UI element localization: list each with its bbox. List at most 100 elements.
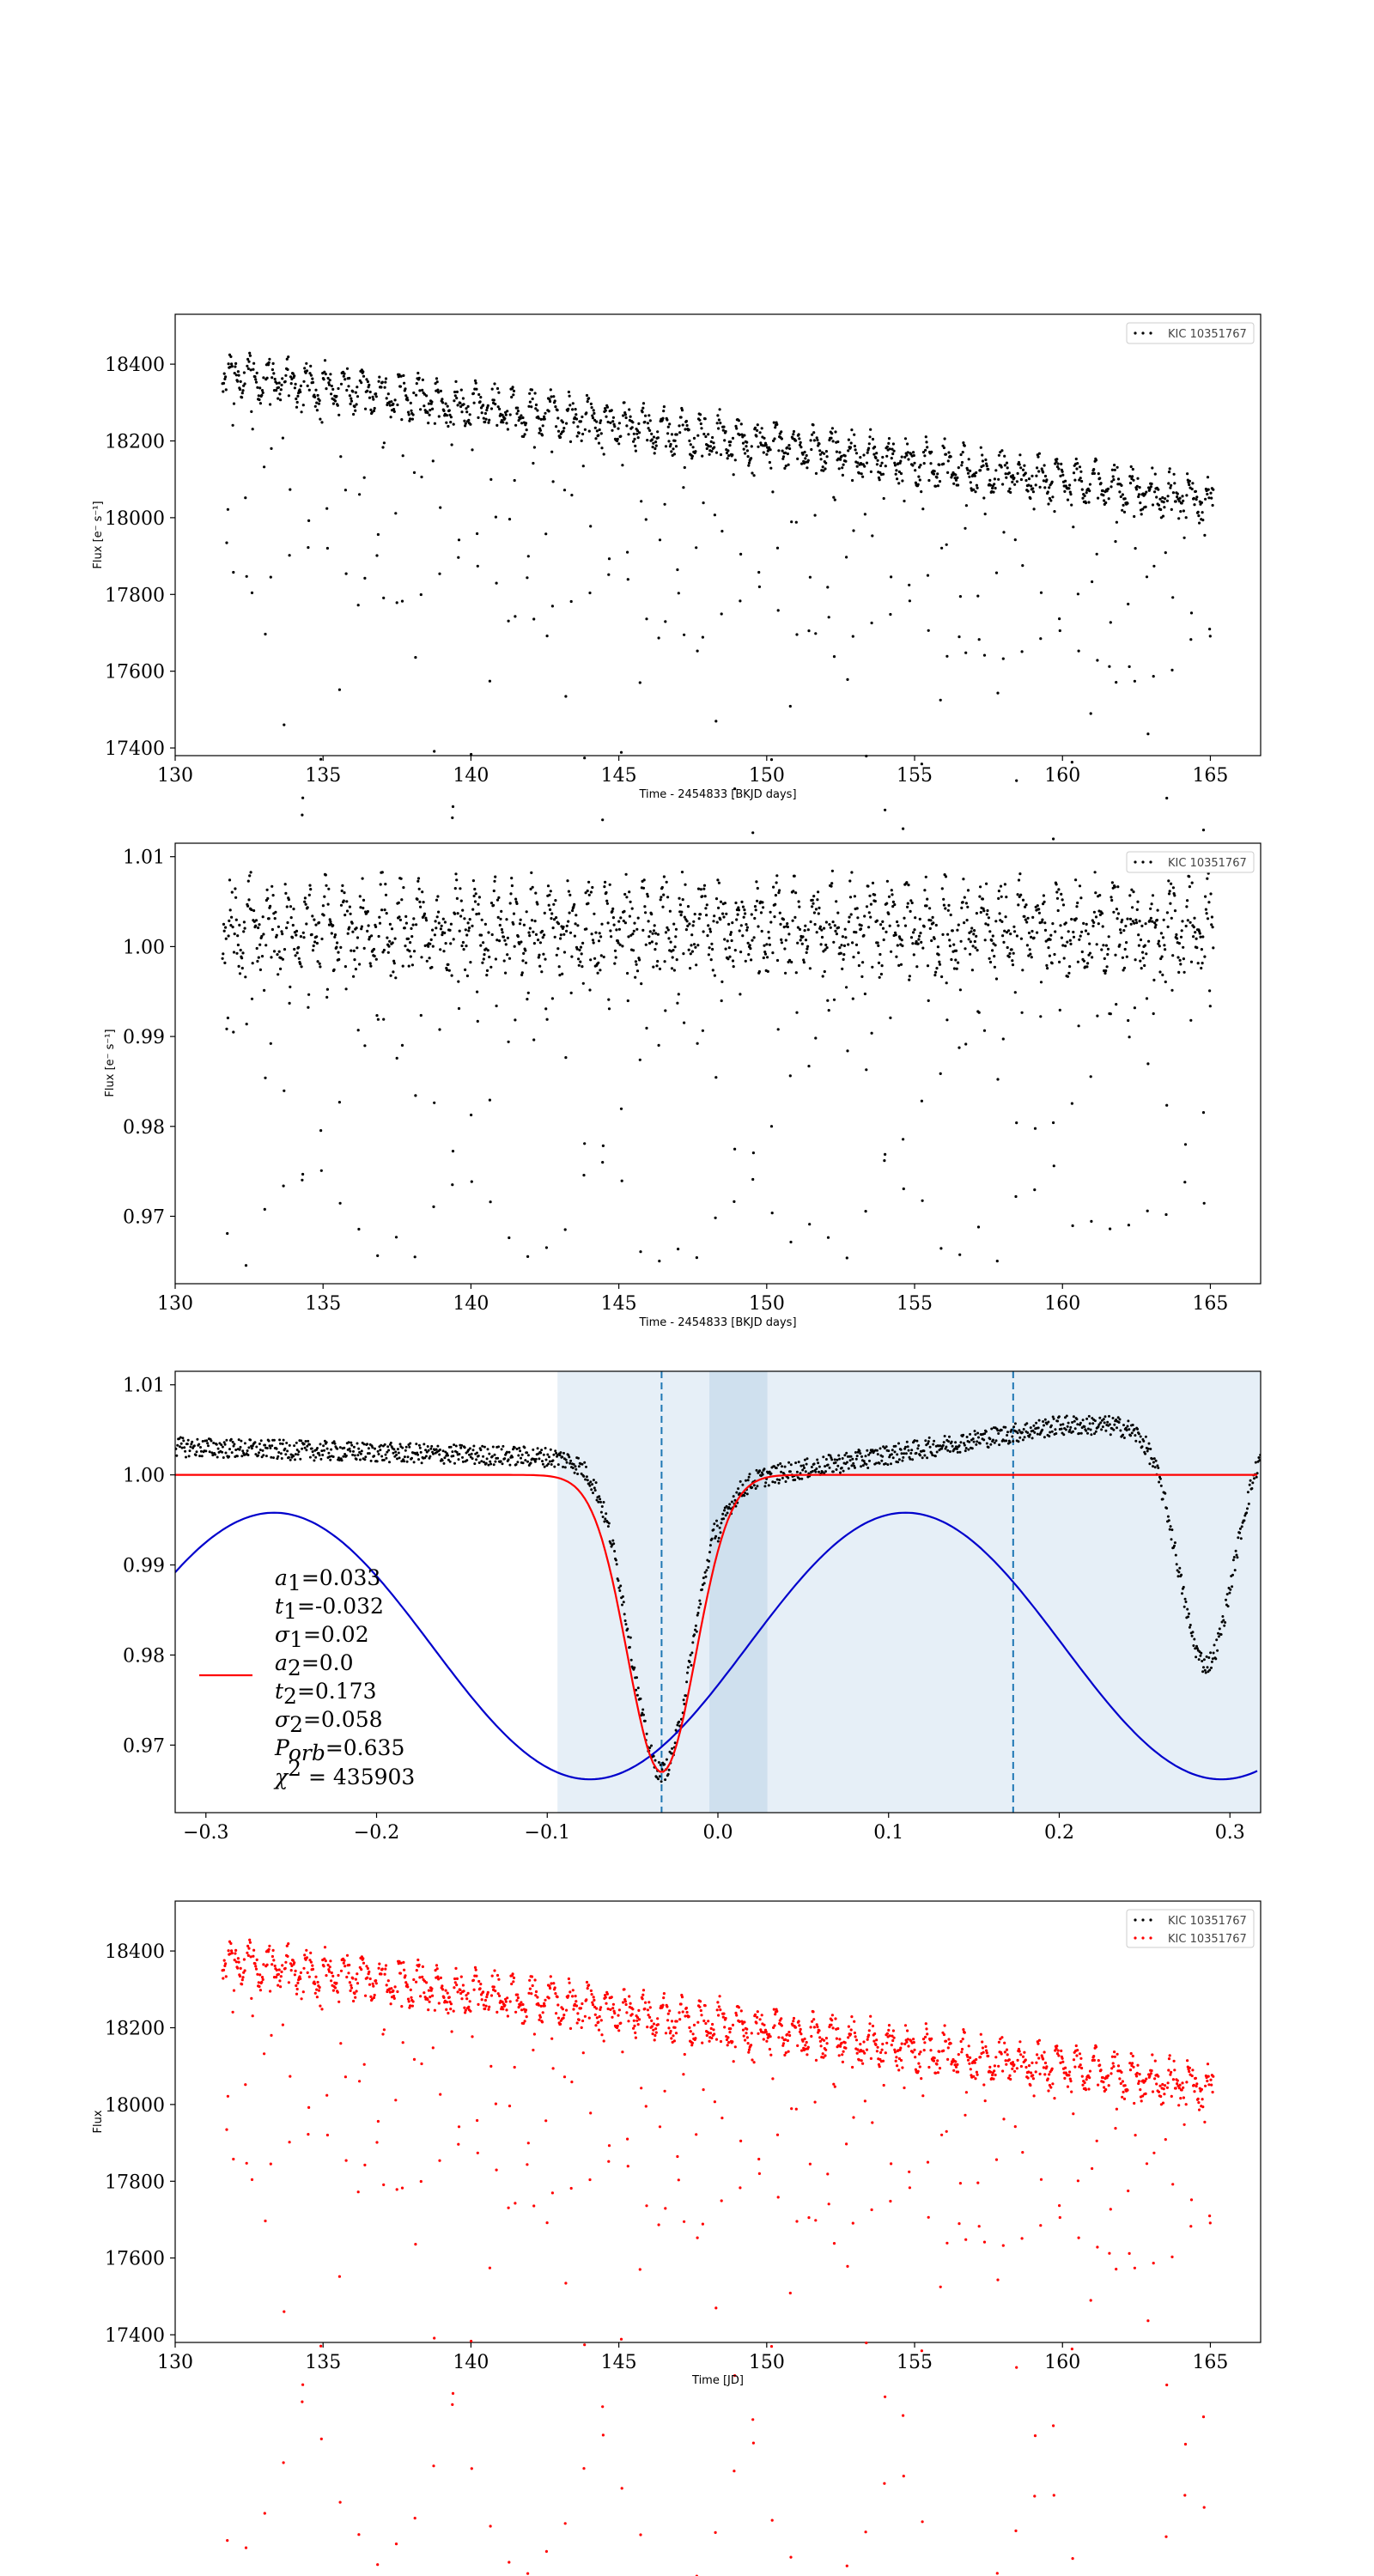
data-point	[1195, 498, 1198, 501]
data-point	[1204, 908, 1207, 911]
data-point	[222, 952, 225, 956]
data-point	[545, 635, 549, 638]
data-point	[1055, 883, 1058, 886]
data-point	[710, 942, 714, 945]
data-point	[258, 968, 262, 971]
data-point	[857, 963, 861, 968]
data-point	[941, 1443, 945, 1447]
data-point	[562, 1465, 565, 1468]
data-point	[594, 1481, 598, 1485]
data-point	[972, 488, 976, 491]
data-point	[973, 939, 976, 944]
data-point	[1140, 1445, 1144, 1449]
data-point	[906, 442, 909, 446]
data-point	[1043, 921, 1047, 925]
data-point	[784, 465, 787, 468]
data-point	[1128, 482, 1133, 485]
data-point	[392, 962, 396, 965]
data-point	[1028, 1433, 1031, 1437]
data-point	[271, 361, 275, 365]
data-point	[345, 900, 349, 903]
data-point	[199, 1449, 203, 1453]
data-point	[830, 432, 834, 435]
data-point	[294, 1458, 296, 1461]
data-point	[1085, 491, 1088, 495]
data-point	[325, 995, 329, 999]
data-point	[258, 1451, 260, 1455]
data-point	[781, 449, 784, 453]
data-point	[312, 1454, 315, 1457]
data-point	[586, 1479, 589, 1482]
data-point	[607, 557, 611, 561]
data-point	[631, 421, 635, 424]
data-point	[1154, 923, 1158, 927]
data-point	[923, 454, 927, 458]
data-point	[256, 959, 259, 963]
data-point	[508, 413, 512, 416]
data-point	[633, 1666, 636, 1669]
data-point	[908, 978, 911, 981]
data-point	[240, 1455, 244, 1458]
data-point	[277, 1455, 280, 1458]
legend-porb: Porb=0.635	[274, 1735, 404, 1765]
data-point	[534, 403, 538, 407]
data-point	[1099, 482, 1103, 485]
data-point	[654, 942, 658, 945]
data-point	[1079, 1421, 1082, 1425]
data-point	[800, 1477, 804, 1480]
data-point	[708, 1551, 711, 1554]
data-point	[879, 972, 883, 976]
data-point	[488, 1098, 492, 1102]
data-point	[291, 936, 295, 939]
data-point	[453, 394, 457, 398]
data-point	[1113, 1423, 1116, 1426]
data-point	[752, 474, 756, 477]
data-point	[621, 1595, 624, 1598]
data-point	[254, 924, 258, 927]
data-point	[437, 910, 441, 914]
data-point	[671, 1747, 674, 1750]
data-point	[543, 911, 546, 914]
data-point	[761, 901, 764, 904]
data-point	[518, 1446, 521, 1449]
data-point	[1122, 1424, 1125, 1427]
data-point	[300, 410, 303, 414]
data-point	[1189, 920, 1192, 924]
data-point	[526, 1460, 529, 1463]
data-point	[562, 925, 565, 929]
data-point	[1016, 893, 1019, 896]
data-point	[646, 892, 649, 896]
data-point	[945, 1445, 948, 1449]
data-point	[344, 965, 347, 969]
data-point	[511, 1455, 514, 1459]
data-point	[741, 441, 745, 445]
data-point	[771, 1480, 775, 1484]
data-point	[1217, 1631, 1219, 1635]
data-point	[1103, 957, 1106, 960]
data-point	[242, 920, 246, 924]
y-tick-label: 17400	[105, 738, 165, 760]
x-axis-label: Time - 2454833 [BKJD days]	[638, 788, 796, 801]
data-point	[703, 417, 707, 421]
data-point	[295, 933, 298, 937]
data-point	[477, 1461, 481, 1464]
data-point	[1036, 466, 1039, 470]
vertical-lines	[660, 1371, 1014, 1813]
data-point	[336, 941, 339, 945]
data-point	[1184, 1601, 1188, 1603]
data-point	[973, 929, 976, 933]
data-point	[1041, 1428, 1044, 1431]
data-point	[284, 1960, 288, 1964]
data-point	[355, 1458, 358, 1461]
data-point	[403, 381, 406, 385]
data-point	[1110, 896, 1113, 899]
data-point	[346, 932, 350, 935]
data-point	[1205, 912, 1208, 915]
data-point	[267, 917, 271, 920]
data-point	[250, 1996, 253, 2000]
data-point	[1020, 1011, 1024, 1014]
data-point	[927, 478, 931, 483]
data-point	[349, 912, 352, 915]
data-point	[909, 899, 913, 902]
data-point	[185, 1455, 187, 1459]
